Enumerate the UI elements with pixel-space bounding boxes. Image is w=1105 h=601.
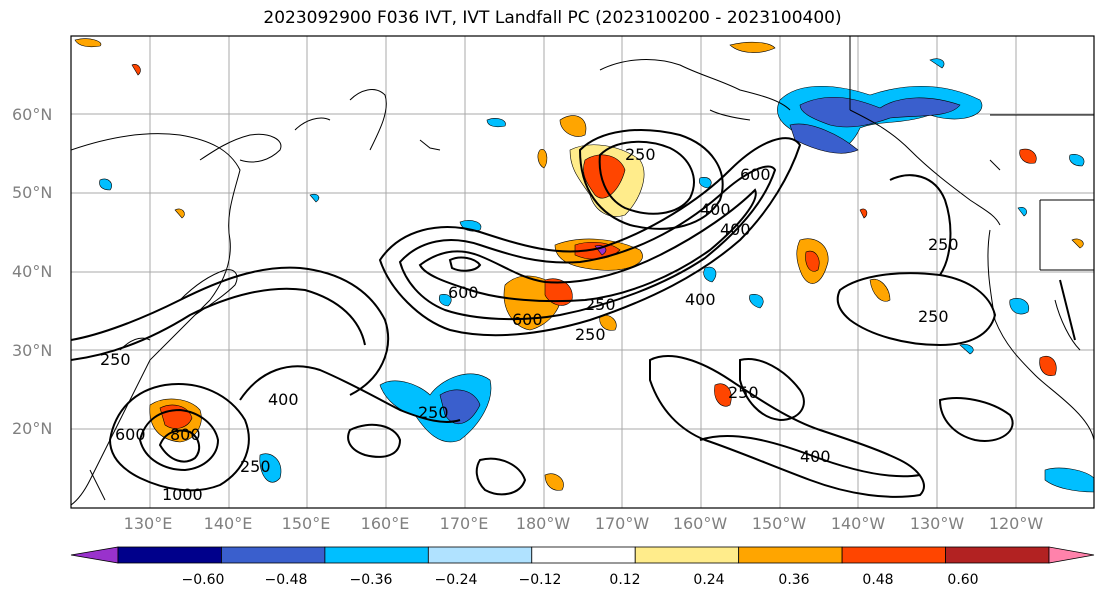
lon-label-150e: 150°E	[281, 514, 331, 533]
colorbar-tick-label: −0.36	[349, 572, 393, 588]
colorbar-tick-label: −0.12	[518, 572, 562, 588]
colorbar-segment	[945, 546, 1050, 564]
lon-label-150w: 150°W	[751, 514, 807, 533]
gridlines	[71, 36, 1094, 508]
map-frame	[70, 35, 1095, 509]
contour-label: 250	[928, 235, 959, 254]
contour-label: 600	[448, 283, 479, 302]
contour-label: 250	[728, 383, 759, 402]
contour-label: 1000	[162, 485, 203, 504]
lat-label-50n: 50°N	[12, 183, 53, 202]
colorbar-tick-label: −0.60	[181, 572, 225, 588]
lon-label-160e: 160°E	[360, 514, 410, 533]
colorbar-segment	[427, 546, 533, 564]
lon-label-140e: 140°E	[203, 514, 253, 533]
colorbar-tick-label: 0.12	[609, 572, 641, 588]
lon-label-180w: 180°W	[515, 514, 571, 533]
colorbar-segment	[531, 546, 636, 564]
colorbar-tick-label: 0.24	[693, 572, 725, 588]
contour-label: 800	[170, 425, 201, 444]
colorbar-tick-label: 0.48	[862, 572, 894, 588]
colorbar-segment	[841, 546, 946, 564]
colorbar-segment	[738, 546, 843, 564]
lon-label-170w: 170°W	[594, 514, 650, 533]
contour-labels: 250 250 250 250 250 250 250 250 400 400 …	[100, 145, 959, 504]
contour-label: 250	[585, 295, 616, 314]
lon-label-140w: 140°W	[830, 514, 886, 533]
map-area: 250 250 250 250 250 250 250 250 400 400 …	[71, 36, 1094, 508]
colorbar-segment	[117, 546, 222, 564]
coastlines	[71, 36, 1094, 506]
contour-label: 250	[575, 325, 606, 344]
contour-label: 600	[740, 165, 771, 184]
colorbar-extend-high	[1048, 546, 1095, 564]
contour-label: 250	[918, 307, 949, 326]
lon-label-130e: 130°E	[123, 514, 173, 533]
contour-label: 250	[625, 145, 656, 164]
lon-label-120w: 120°W	[988, 514, 1044, 533]
contour-label: 400	[268, 390, 299, 409]
contour-label: 600	[512, 310, 543, 329]
colorbar-segment	[634, 546, 740, 564]
contour-label: 250	[240, 457, 271, 476]
contour-label: 400	[800, 447, 831, 466]
map-title: 2023092900 F036 IVT, IVT Landfall PC (20…	[263, 8, 842, 28]
lat-label-20n: 20°N	[12, 419, 53, 438]
lon-label-170e: 170°E	[439, 514, 489, 533]
colorbar-tick-label: −0.48	[264, 572, 308, 588]
colorbar-segment	[324, 546, 429, 564]
lon-label-130w: 130°W	[909, 514, 965, 533]
contour-label: 400	[720, 220, 751, 239]
colorbar	[70, 546, 1095, 564]
ivt-contours	[71, 129, 1076, 498]
negative-shading	[99, 58, 1094, 493]
colorbar-extend-low	[70, 546, 119, 564]
colorbar-tick-label: 0.36	[778, 572, 810, 588]
lat-label-60n: 60°N	[12, 105, 53, 124]
colorbar-segment	[221, 546, 326, 564]
lon-label-160w: 160°W	[672, 514, 728, 533]
contour-label: 400	[685, 290, 716, 309]
colorbar-tick-label: 0.60	[947, 572, 979, 588]
contour-label: 600	[115, 425, 146, 444]
lat-label-40n: 40°N	[12, 262, 53, 281]
contour-label: 250	[100, 350, 131, 369]
contour-label: 250	[418, 403, 449, 422]
lat-label-30n: 30°N	[12, 341, 53, 360]
contour-label: 400	[700, 200, 731, 219]
colorbar-tick-label: −0.24	[434, 572, 478, 588]
